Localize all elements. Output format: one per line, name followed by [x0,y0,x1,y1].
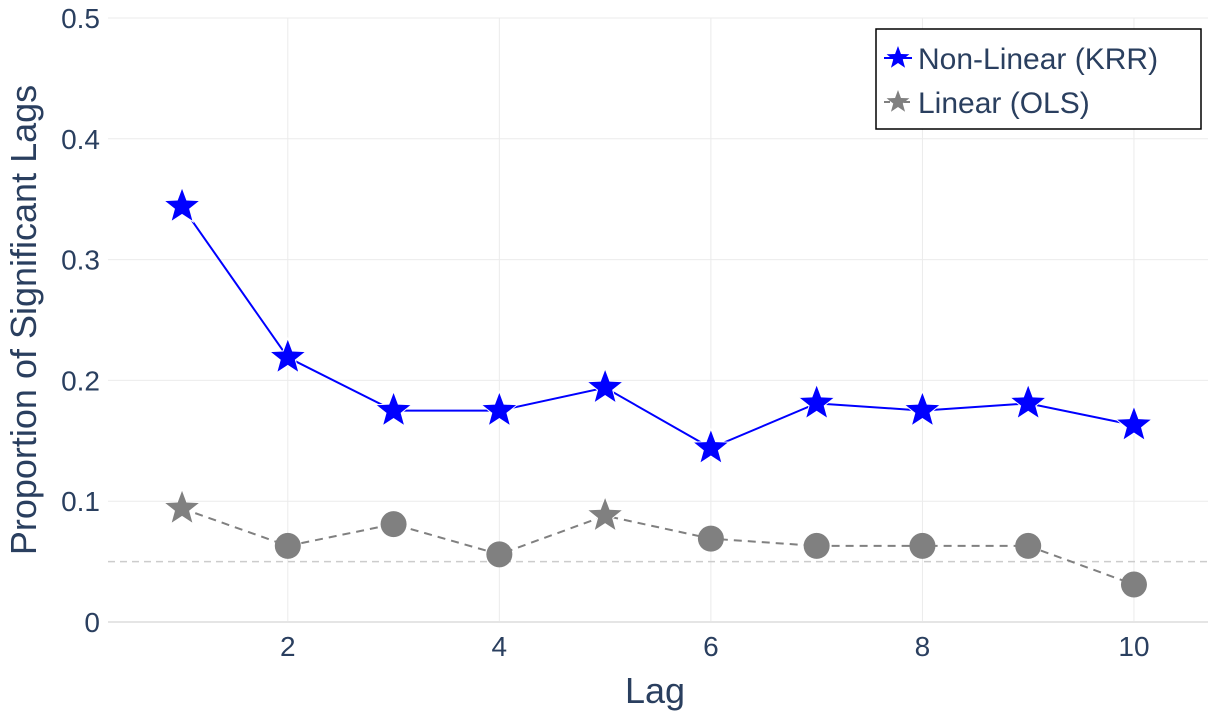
y-tick-label: 0 [84,607,100,638]
grid-lines [108,17,1208,623]
star-marker [162,488,202,525]
legend-label: Non-Linear (KRR) [918,43,1158,76]
star-marker [902,390,942,428]
series-line [181,205,1135,450]
star-marker [162,186,202,223]
star-marker [1114,404,1154,442]
legend: Non-Linear (KRR) Linear (OLS) [875,28,1202,130]
circle-marker [1015,532,1042,559]
series-nonlinear-krr [162,186,1154,465]
x-axis-title: Lag [625,670,685,711]
circle-marker [909,532,936,559]
series-linear-ols [162,488,1147,598]
x-tick-label: 8 [915,631,931,662]
circle-marker [486,541,513,568]
x-tick-label: 2 [280,631,296,662]
circle-marker [274,532,301,559]
star-marker [797,382,837,420]
y-tick-label: 0.2 [61,365,100,396]
legend-star-icon [886,90,910,112]
legend-box [875,28,1202,130]
legend-item: Linear (OLS) [884,87,1090,120]
tick-labels: 2 4 6 8 10 0 0.1 0.2 0.3 0.4 0.5 [61,3,1149,662]
circle-marker [697,525,724,552]
legend-star-icon [886,46,910,68]
star-marker [479,390,519,428]
star-marker [268,337,308,374]
circle-marker [1120,571,1147,598]
star-marker [585,367,625,405]
circle-marker [803,532,830,559]
y-axis-title: Proportion of Significant Lags [3,85,44,555]
x-tick-label: 6 [703,631,719,662]
legend-label: Linear (OLS) [918,87,1090,120]
y-tick-label: 0.5 [61,3,100,34]
x-tick-label: 4 [492,631,508,662]
y-tick-label: 0.3 [61,245,100,276]
series-group [162,186,1154,598]
x-tick-label: 10 [1118,631,1149,662]
series-line [181,507,1135,586]
star-marker [1008,382,1048,420]
star-marker [374,390,414,428]
star-marker [691,427,731,465]
legend-item: Non-Linear (KRR) [884,43,1158,76]
y-tick-label: 0.1 [61,486,100,517]
star-marker [585,495,625,533]
circle-marker [380,511,407,538]
y-tick-label: 0.4 [61,124,100,155]
